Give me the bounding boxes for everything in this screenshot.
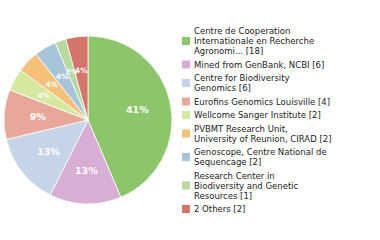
legend-entry: 2 Others [2] (194, 204, 245, 214)
legend-entry: PVBMT Research Unit,University of Reunio… (194, 124, 331, 144)
legend-swatch (182, 61, 190, 69)
data-labels: 41%13%13%9%4%4%4%2%4% (30, 66, 150, 176)
legend-swatch (182, 130, 190, 138)
legend-entry: Eurofins Genomics Louisville [4] (194, 97, 330, 107)
legend-swatch (182, 79, 190, 87)
legend: Centre de CooperationInternationale en R… (182, 26, 331, 214)
legend-swatch (182, 205, 190, 213)
data-label: 4% (75, 66, 88, 75)
legend-swatch (182, 37, 190, 45)
legend-entry: Wellcome Sanger Institute [2] (194, 110, 321, 120)
legend-swatch (182, 182, 190, 190)
chart: 41%13%13%9%4%4%4%2%4%Centre de Cooperati… (0, 0, 380, 240)
slice (66, 36, 88, 120)
data-label: 13% (75, 165, 98, 176)
legend-entry: Mined from GenBank, NCBI [6] (194, 60, 324, 70)
legend-swatch (182, 111, 190, 119)
legend-entry: Research Center inBiodiversity and Genet… (194, 171, 299, 201)
data-label: 4% (46, 80, 59, 89)
legend-swatch (182, 153, 190, 161)
slices (4, 36, 172, 204)
data-label: 4% (38, 91, 51, 100)
data-label: 13% (37, 146, 60, 157)
data-label: 41% (126, 104, 149, 115)
legend-entry: Genoscope, Centre National deSequencage … (194, 147, 327, 167)
legend-entry: Centre de CooperationInternationale en R… (194, 26, 314, 56)
legend-entry: Centre for BiodiversityGenomics [6] (194, 73, 290, 93)
data-label: 9% (30, 111, 47, 122)
legend-swatch (182, 98, 190, 106)
